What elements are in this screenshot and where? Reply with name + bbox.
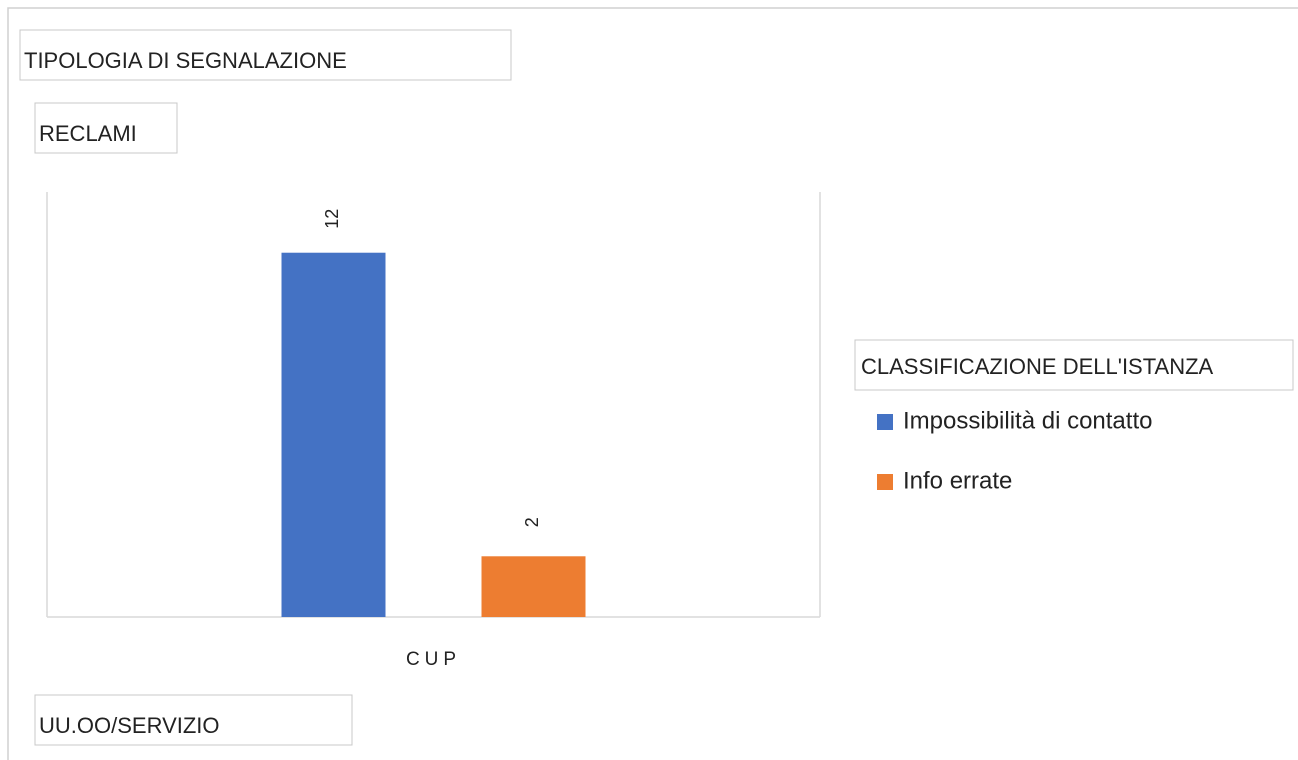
legend-swatch	[877, 474, 893, 490]
chart-title: TIPOLOGIA DI SEGNALAZIONE	[24, 48, 347, 73]
bar	[281, 252, 386, 617]
legend-swatch	[877, 414, 893, 430]
legend-label: Info errate	[903, 467, 1012, 494]
chart-subtitle: RECLAMI	[39, 121, 137, 146]
x-tick-label: CUP	[406, 649, 461, 670]
legend-label: Impossibilità di contatto	[903, 407, 1152, 434]
legend-title: CLASSIFICAZIONE DELL'ISTANZA	[861, 354, 1214, 379]
title-box	[19, 29, 512, 81]
x-label-box	[34, 694, 353, 746]
data-label: 2	[522, 517, 542, 527]
bar	[481, 556, 586, 617]
x-axis-label: UU.OO/SERVIZIO	[39, 713, 220, 738]
data-label: 12	[322, 209, 342, 229]
chart-frame	[7, 7, 1298, 760]
subtitle-box	[34, 102, 178, 154]
legend-title-box	[854, 339, 1294, 391]
